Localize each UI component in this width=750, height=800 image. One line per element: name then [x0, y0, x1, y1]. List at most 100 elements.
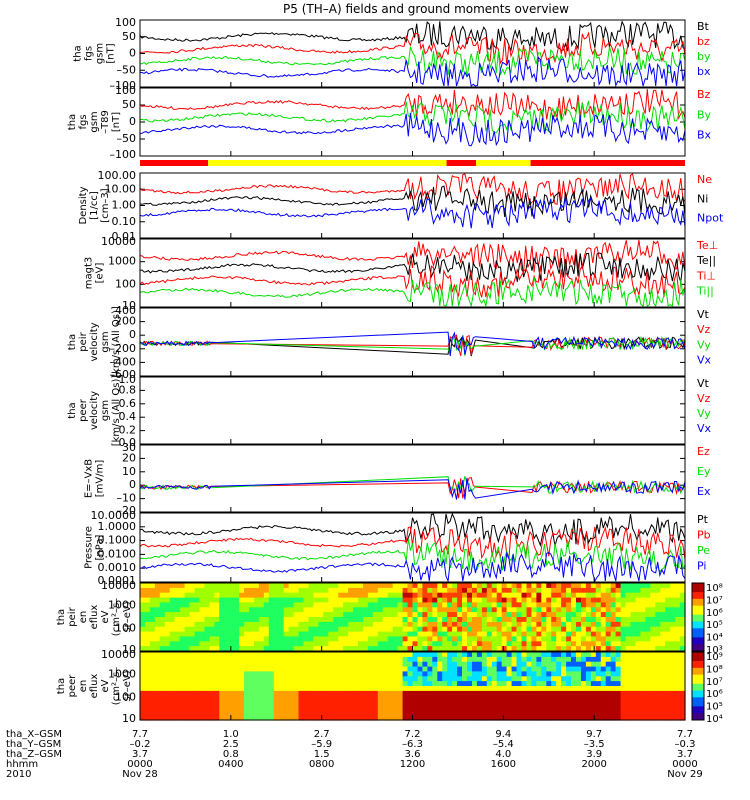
spectrogram-cell: [585, 602, 592, 608]
spectrogram-cell: [462, 636, 468, 642]
spectrogram-cell: [234, 666, 240, 673]
colorbar-step: [692, 670, 704, 673]
spectrogram-cell: [437, 607, 443, 613]
spectrogram-cell: [239, 710, 245, 716]
spectrogram-cell: [244, 583, 250, 589]
spectrogram-cell: [521, 636, 528, 642]
spectrogram-cell: [447, 710, 453, 716]
colorbar-step: [692, 683, 704, 687]
spectrogram-cell: [258, 621, 265, 628]
spectrogram-cell: [249, 621, 255, 628]
spectrogram-cell: [293, 661, 300, 668]
spectrogram-cell: [680, 597, 686, 604]
spectrogram-cell: [372, 666, 379, 673]
spectrogram-cell: [229, 592, 235, 599]
ylabel: fgs: [78, 114, 89, 129]
ytick-label: –50: [117, 63, 137, 76]
spectrogram-cell: [422, 592, 428, 599]
spectrogram-cell: [422, 661, 428, 668]
spectrogram-cell: [204, 705, 210, 711]
spectrogram-cell: [328, 710, 334, 716]
spectrogram-cell: [234, 715, 240, 721]
spectrogram-cell: [209, 636, 215, 642]
spectrogram-cell: [199, 700, 206, 707]
spectrogram-cell: [650, 676, 656, 682]
spectrogram-cell: [358, 583, 364, 589]
spectrogram-cell: [561, 705, 567, 711]
spectrogram-cell: [511, 700, 518, 707]
colorbar-label: 10⁷: [706, 677, 723, 688]
spectrogram-cell: [536, 690, 542, 697]
spectrogram-cell: [278, 656, 285, 663]
spectrogram-cell: [585, 587, 592, 594]
spectrogram-cell: [194, 686, 201, 692]
spectrogram-cell: [610, 631, 617, 638]
spectrogram-cell: [318, 661, 324, 668]
spectrogram-cell: [556, 686, 562, 692]
spectrogram-cell: [541, 621, 547, 628]
spectrogram-cell: [481, 602, 488, 608]
spectrogram-cell: [536, 686, 542, 692]
spectrogram-cell: [254, 631, 260, 638]
spectrogram-cell: [244, 676, 250, 682]
spectrogram-cell: [323, 686, 329, 692]
spectrogram-cell: [635, 705, 642, 711]
spectrogram-cell: [655, 671, 661, 677]
spectrogram-cell: [288, 652, 295, 658]
spectrogram-cell: [184, 626, 191, 633]
spectrogram-cell: [333, 612, 339, 618]
spectrogram-cell: [392, 700, 399, 707]
spectrogram-cell: [476, 621, 483, 628]
spectrogram-cell: [293, 681, 300, 687]
spectrogram-cell: [615, 686, 622, 692]
spectrogram-cell: [333, 592, 339, 599]
spectrogram-cell: [491, 700, 498, 707]
spectrogram-cell: [387, 656, 394, 663]
legend-bz: bz: [697, 35, 710, 48]
spectrogram-cell: [595, 676, 602, 682]
spectrogram-cell: [164, 602, 171, 608]
spectrogram-cell: [457, 681, 463, 687]
spectrogram-cell: [427, 681, 433, 687]
spectrogram-cell: [437, 587, 443, 594]
spectrogram-cell: [620, 617, 627, 623]
spectrogram-cell: [496, 705, 503, 711]
spectrogram-cell: [338, 676, 344, 682]
spectrogram-cell: [145, 617, 151, 623]
spectrogram-cell: [313, 592, 319, 599]
spectrogram-cell: [209, 661, 215, 668]
spectrogram-cell: [184, 695, 191, 702]
spectrogram-cell: [308, 690, 315, 697]
spectrogram-cell: [293, 597, 300, 604]
spectrogram-cell: [620, 612, 627, 618]
spectrogram-cell: [154, 710, 161, 716]
spectrogram-cell: [363, 612, 369, 618]
ytick-label: 10: [122, 299, 136, 312]
spectrogram-cell: [422, 705, 428, 711]
spectrogram-cell: [278, 583, 285, 589]
spectrogram-cell: [610, 597, 617, 604]
spectrogram-cell: [392, 686, 399, 692]
spectrogram-cell: [145, 646, 151, 652]
spectrogram-cell: [189, 715, 196, 721]
spectrogram-cell: [526, 646, 533, 652]
spectrogram-cell: [293, 710, 300, 716]
ytick-label: 0.2: [119, 424, 137, 437]
spectrogram-cell: [323, 612, 329, 618]
spectrogram-cell: [581, 636, 587, 642]
spectrogram-cell: [174, 652, 181, 658]
spectrogram-cell: [258, 597, 265, 604]
spectrogram-cell: [382, 617, 389, 623]
spectrogram-cell: [268, 676, 275, 682]
legend-By: By: [697, 108, 712, 121]
x-tick-value: 3.6: [405, 749, 421, 760]
legend-Bz: Bz: [697, 88, 711, 101]
spectrogram-cell: [214, 602, 220, 608]
spectrogram-cell: [516, 587, 523, 594]
spectrogram-cell: [571, 607, 577, 613]
spectrogram-cell: [219, 592, 225, 599]
spectrogram-cell: [650, 597, 656, 604]
spectrogram-cell: [481, 587, 488, 594]
spectrogram-cell: [377, 617, 384, 623]
spectrogram-cell: [551, 587, 557, 594]
